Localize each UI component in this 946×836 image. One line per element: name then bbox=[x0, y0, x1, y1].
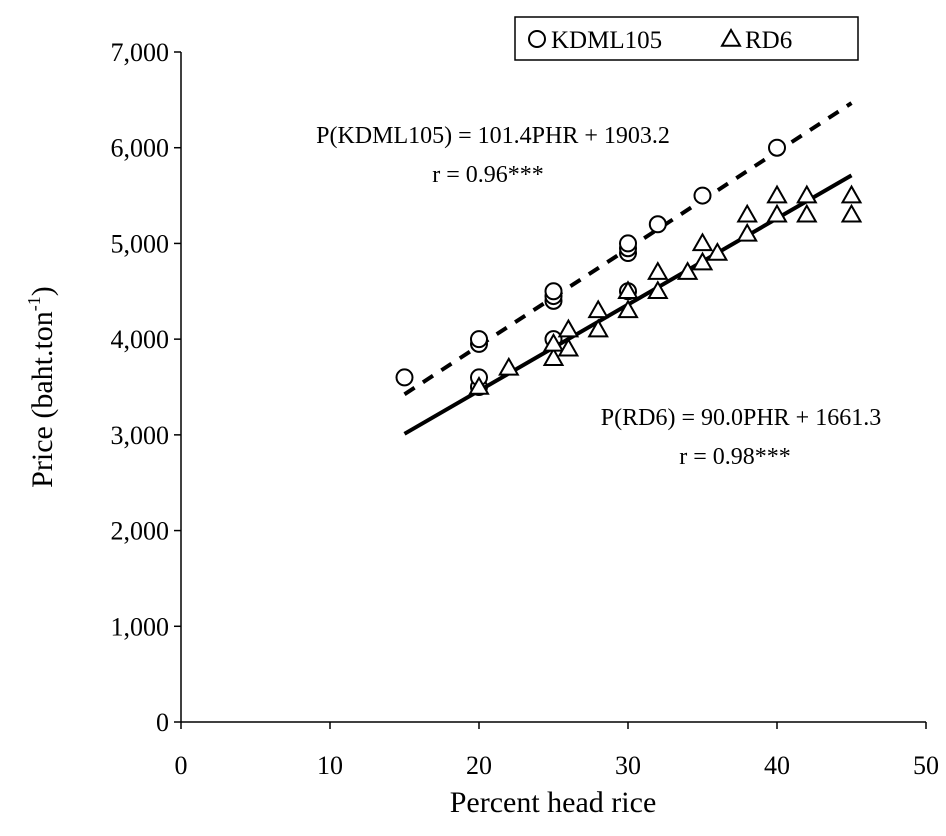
point bbox=[557, 318, 580, 338]
y-tick-label: 6,000 bbox=[111, 134, 170, 163]
legend-box bbox=[514, 16, 859, 61]
point bbox=[693, 186, 712, 205]
point bbox=[542, 332, 565, 352]
point bbox=[395, 368, 414, 387]
y-axis-title: Price (baht.ton-1) bbox=[24, 286, 59, 488]
y-axis-title-end: ) bbox=[26, 286, 59, 296]
point bbox=[691, 232, 714, 252]
point bbox=[796, 203, 818, 223]
point bbox=[468, 375, 490, 395]
point bbox=[840, 203, 863, 223]
point bbox=[587, 318, 609, 338]
x-tick-label: 40 bbox=[764, 751, 790, 780]
x-axis-title: Percent head rice bbox=[450, 786, 657, 819]
legend-marker bbox=[528, 30, 546, 48]
point bbox=[766, 184, 788, 204]
legend-label: RD6 bbox=[745, 27, 792, 54]
annotation: P(RD6) = 90.0PHR + 1661.3 bbox=[601, 405, 881, 431]
point bbox=[706, 241, 729, 261]
point bbox=[470, 330, 488, 349]
y-tick-label: 0 bbox=[156, 708, 169, 737]
point bbox=[676, 261, 699, 280]
point bbox=[617, 280, 639, 300]
x-tick-label: 50 bbox=[913, 751, 939, 780]
x-tick-label: 0 bbox=[175, 751, 188, 780]
point bbox=[557, 337, 580, 357]
point bbox=[840, 184, 863, 204]
point bbox=[647, 280, 669, 300]
point bbox=[766, 203, 788, 223]
x-tick-label: 30 bbox=[615, 751, 641, 780]
point bbox=[647, 261, 669, 280]
point bbox=[648, 215, 667, 234]
y-tick-label: 7,000 bbox=[111, 38, 170, 67]
legend-marker bbox=[720, 27, 742, 47]
point bbox=[619, 234, 637, 253]
point bbox=[544, 282, 563, 301]
y-tick-label: 3,000 bbox=[111, 421, 170, 450]
annotation: r = 0.96*** bbox=[432, 162, 544, 188]
point bbox=[542, 347, 565, 367]
annotation: P(KDML105) = 101.4PHR + 1903.2 bbox=[316, 123, 670, 149]
y-tick-label: 4,000 bbox=[111, 325, 170, 354]
annotation: r = 0.98*** bbox=[679, 444, 791, 470]
point bbox=[736, 222, 758, 242]
point bbox=[617, 299, 639, 319]
point bbox=[736, 203, 758, 223]
point bbox=[498, 356, 520, 376]
point bbox=[587, 299, 609, 319]
y-tick-label: 5,000 bbox=[111, 229, 170, 258]
x-tick-label: 10 bbox=[317, 751, 343, 780]
y-axis-title-main: Price (baht.ton bbox=[26, 311, 59, 488]
point bbox=[768, 138, 786, 157]
x-tick-label: 20 bbox=[466, 751, 492, 780]
y-axis-title-sup: -1 bbox=[24, 296, 44, 311]
y-tick-label: 2,000 bbox=[111, 517, 170, 546]
point bbox=[796, 184, 818, 204]
legend-label: KDML105 bbox=[551, 27, 662, 54]
point bbox=[691, 251, 714, 271]
y-tick-label: 1,000 bbox=[111, 612, 170, 641]
